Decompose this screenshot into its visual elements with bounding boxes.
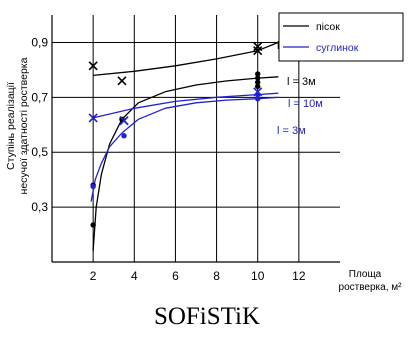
marker-dot-8 xyxy=(255,71,261,77)
annotation-1: l = 3м xyxy=(287,76,316,88)
marker-cross-0 xyxy=(88,61,98,71)
marker-cross-stroke-b xyxy=(88,61,98,71)
x-tick-label-4: 4 xyxy=(131,269,138,283)
series-line-1 xyxy=(93,41,279,77)
marker-cross-stroke-b xyxy=(119,116,129,126)
x-tick-label-6: 6 xyxy=(172,269,179,283)
marker-dot-18 xyxy=(255,96,261,102)
data-markers xyxy=(88,41,263,228)
marker-dot-9 xyxy=(255,75,261,81)
marker-cross-stroke-b xyxy=(117,76,127,86)
legend: пісок суглинок xyxy=(278,12,404,62)
data-series xyxy=(90,41,279,252)
x-axis-label-line2: ростверка, м² xyxy=(339,282,403,293)
y-tick-label-0: 0,3 xyxy=(31,200,48,214)
x-axis-label-line1: Площа xyxy=(349,269,382,280)
axes xyxy=(51,15,340,263)
y-axis-label-line1: Ступінь реалізації xyxy=(5,82,17,170)
annotation-2: l = 10м xyxy=(288,98,323,110)
legend-label-loam: суглинок xyxy=(316,42,359,54)
marker-dot-16 xyxy=(121,133,127,139)
x-tick-label-10: 10 xyxy=(251,269,265,283)
marker-cross-stroke-b xyxy=(88,113,98,123)
marker-cross-13 xyxy=(119,116,129,126)
marker-cross-3 xyxy=(253,46,263,56)
marker-dot-10 xyxy=(255,79,261,85)
marker-dot-17 xyxy=(255,91,261,98)
marker-cross-stroke-b xyxy=(253,46,263,56)
x-tick-label-12: 12 xyxy=(292,269,306,283)
tick-labels: 2 4 6 8 10 12 0,3 0,5 0,7 0,9 xyxy=(31,35,306,283)
y-tick-label-2: 0,7 xyxy=(31,90,48,104)
marker-cross-stroke-b xyxy=(253,41,263,52)
x-tick-label-2: 2 xyxy=(90,269,97,283)
annotation-3: l = 3м xyxy=(277,125,306,137)
footer-logo-text: SOFiSTiK xyxy=(153,303,261,330)
y-tick-label-1: 0,5 xyxy=(31,145,48,159)
marker-cross-12 xyxy=(88,113,98,123)
marker-dot-11 xyxy=(255,83,261,90)
legend-box xyxy=(278,12,404,62)
x-tick-label-8: 8 xyxy=(213,269,220,283)
marker-cross-4 xyxy=(253,41,263,52)
marker-dot-5 xyxy=(90,222,96,228)
series-line-2 xyxy=(90,96,279,202)
y-axis-label-line2: несучої здатності ростверка xyxy=(18,57,30,194)
y-tick-label-3: 0,9 xyxy=(31,35,48,49)
series-line-0 xyxy=(92,76,279,252)
legend-label-sand: пісок xyxy=(316,21,340,33)
marker-cross-1 xyxy=(117,76,127,86)
marker-dot-15 xyxy=(90,183,96,190)
